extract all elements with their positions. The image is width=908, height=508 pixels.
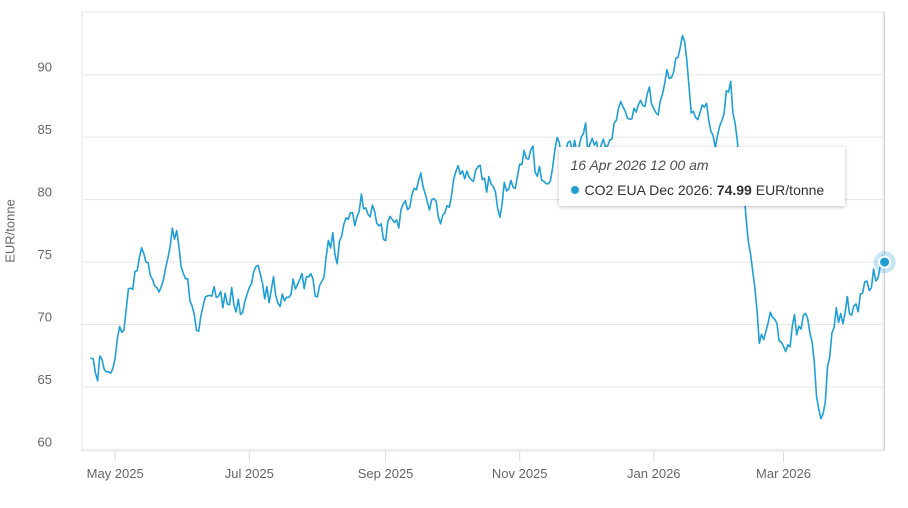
- svg-text:60: 60: [38, 434, 52, 449]
- svg-text:90: 90: [38, 60, 52, 75]
- svg-text:Jul 2025: Jul 2025: [225, 466, 274, 481]
- svg-text:Sep 2025: Sep 2025: [358, 466, 414, 481]
- svg-text:65: 65: [38, 372, 52, 387]
- svg-text:85: 85: [38, 122, 52, 137]
- svg-text:75: 75: [38, 247, 52, 262]
- svg-text:70: 70: [38, 310, 52, 325]
- svg-text:Mar 2026: Mar 2026: [756, 466, 811, 481]
- svg-text:Jan 2026: Jan 2026: [627, 466, 681, 481]
- svg-text:May 2025: May 2025: [87, 466, 144, 481]
- svg-text:80: 80: [38, 185, 52, 200]
- svg-text:Nov 2025: Nov 2025: [492, 466, 548, 481]
